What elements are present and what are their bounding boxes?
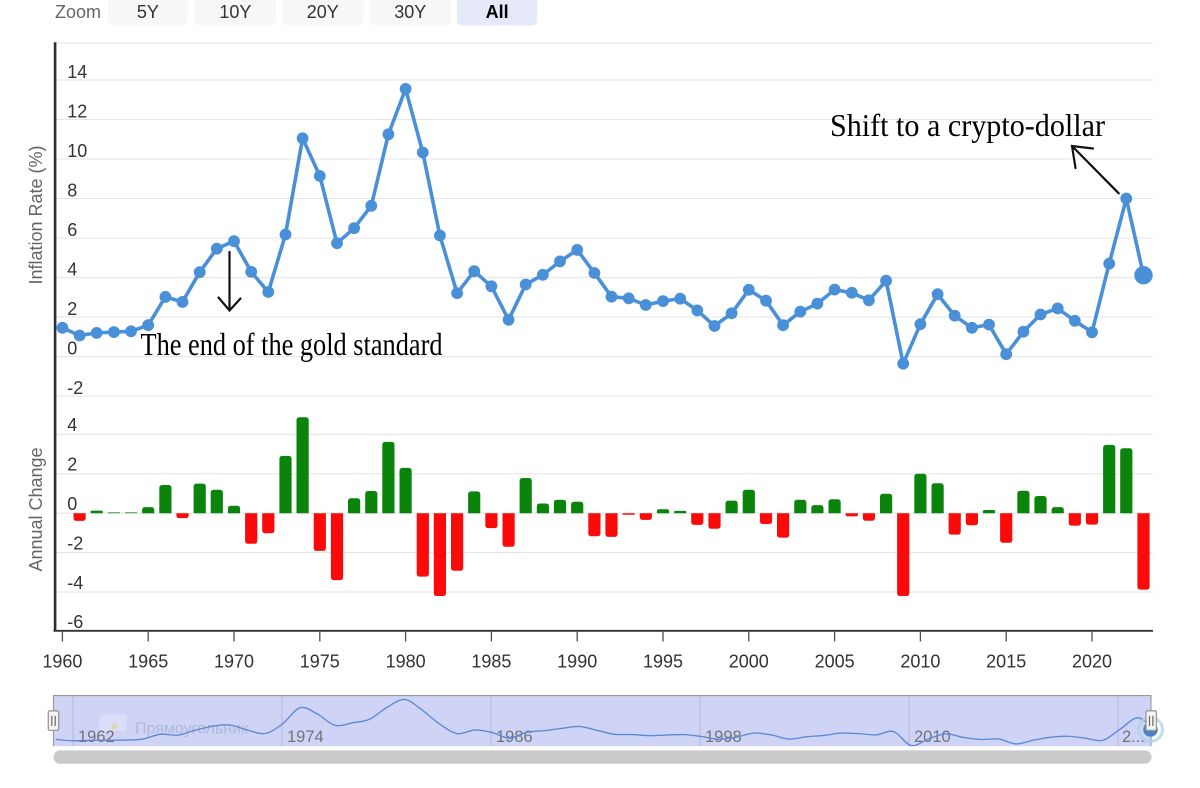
svg-text:5Y: 5Y (137, 2, 159, 22)
svg-text:1998: 1998 (705, 728, 742, 746)
svg-text:-4: -4 (67, 573, 83, 593)
svg-text:1980: 1980 (386, 652, 426, 672)
svg-text:Zoom: Zoom (55, 2, 101, 22)
svg-text:-2: -2 (67, 378, 83, 398)
svg-text:4: 4 (67, 260, 77, 280)
svg-text:2015: 2015 (986, 652, 1026, 672)
svg-text:1990: 1990 (557, 652, 597, 672)
svg-text:2000: 2000 (729, 652, 769, 672)
svg-text:30Y: 30Y (394, 2, 426, 22)
svg-text:0: 0 (67, 339, 77, 359)
svg-text:14: 14 (67, 62, 87, 82)
svg-text:10: 10 (67, 141, 87, 161)
svg-text:The end of the gold standard: The end of the gold standard (141, 326, 443, 362)
svg-text:2010: 2010 (900, 652, 940, 672)
svg-text:20Y: 20Y (307, 2, 339, 22)
svg-text:0: 0 (67, 494, 77, 514)
svg-text:Shift to a crypto-dollar: Shift to a crypto-dollar (830, 107, 1105, 143)
svg-text:1970: 1970 (214, 652, 254, 672)
svg-text:1975: 1975 (300, 652, 340, 672)
svg-text:Annual Change: Annual Change (26, 447, 46, 571)
svg-text:6: 6 (67, 220, 77, 240)
svg-text:2: 2 (67, 455, 77, 475)
svg-text:All: All (486, 2, 509, 22)
svg-text:2020: 2020 (1072, 652, 1112, 672)
svg-text:1962: 1962 (78, 728, 115, 746)
svg-text:Inflation Rate (%): Inflation Rate (%) (26, 145, 46, 284)
svg-text:1960: 1960 (42, 652, 82, 672)
svg-text:8: 8 (67, 181, 77, 201)
svg-text:1974: 1974 (287, 728, 324, 746)
svg-text:2: 2 (67, 299, 77, 319)
svg-text:1965: 1965 (128, 652, 168, 672)
svg-text:-6: -6 (67, 612, 83, 632)
svg-text:10Y: 10Y (219, 2, 251, 22)
svg-text:-2: -2 (67, 533, 83, 553)
svg-text:2005: 2005 (815, 652, 855, 672)
svg-text:12: 12 (67, 102, 87, 122)
svg-text:1995: 1995 (643, 652, 683, 672)
svg-text:4: 4 (67, 415, 77, 435)
svg-text:Прямоугольник: Прямоугольник (135, 721, 249, 738)
svg-text:1985: 1985 (471, 652, 511, 672)
